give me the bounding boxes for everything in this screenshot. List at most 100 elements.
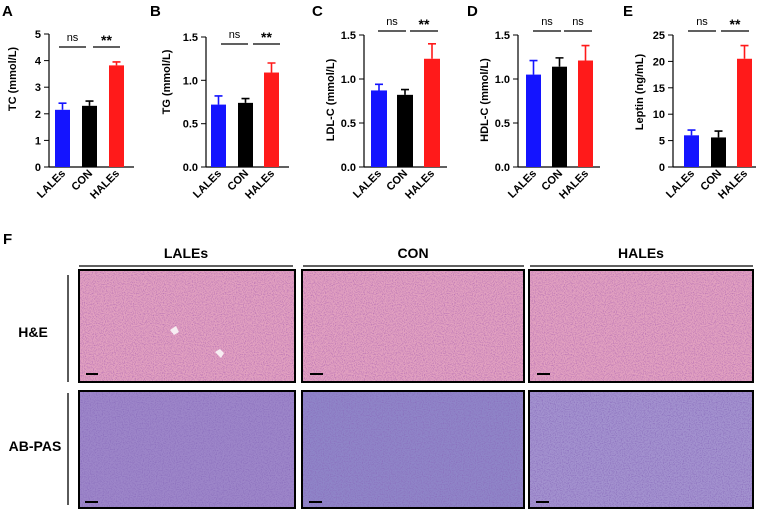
bar-b-hales	[264, 72, 279, 167]
bar-a-con	[82, 105, 97, 167]
y-tick-label-a-3: 3	[35, 82, 41, 94]
micrograph-border	[78, 390, 296, 509]
x-label-b-hales: HALEs	[243, 168, 277, 202]
row-header-abpas: AB-PAS	[9, 438, 62, 454]
errorbar-a-con	[85, 100, 94, 106]
y-tick-label-a-1: 1	[35, 135, 41, 147]
sig-label-a-1: ns	[67, 32, 79, 44]
panel-e: E Leptin (ng/mL) 0 5 10 15 20 25 ns ** L…	[623, 3, 756, 202]
y-tick-label-c-0: 0.0	[341, 162, 356, 174]
bar-d-lales	[526, 74, 541, 167]
y-tick-label-c-2: 1.0	[341, 74, 356, 86]
errorbar-d-hales	[581, 44, 590, 61]
tissue-texture	[529, 270, 753, 382]
row-header-he: H&E	[18, 324, 48, 340]
errorbar-d-lales	[529, 59, 538, 75]
x-label-e-hales: HALEs	[716, 168, 750, 202]
y-tick-label-a-0: 0	[35, 162, 41, 174]
sig-label-c-1: ns	[386, 16, 398, 28]
bar-a-lales	[55, 109, 70, 167]
panel-letter-f: F	[3, 231, 12, 248]
y-tick-label-a-5: 5	[35, 29, 41, 41]
y-tick-label-c-3: 1.5	[341, 30, 356, 42]
y-axis-label-e: Leptin (ng/mL)	[634, 53, 646, 130]
tissue-texture	[79, 270, 295, 382]
bar-b-lales	[211, 104, 226, 167]
errorbar-c-lales	[375, 83, 383, 91]
micrograph-he-hales	[528, 269, 754, 383]
sig-label-e-2: **	[730, 16, 741, 32]
sig-label-c-2: **	[419, 16, 430, 32]
panel-c: C LDL-C (mmol/L) 0.0 0.5 1.0 1.5 ns ** L…	[312, 3, 447, 202]
y-tick-label-e-0: 0	[659, 162, 665, 174]
bar-c-lales	[371, 90, 387, 167]
bar-b-con	[238, 102, 253, 167]
y-tick-label-e-2: 10	[653, 109, 665, 121]
errorbar-a-hales	[112, 61, 121, 66]
micrograph-he-lales	[78, 269, 296, 383]
errorbar-e-hales	[740, 44, 749, 59]
y-tick-label-e-1: 5	[659, 136, 665, 148]
micrograph-border	[528, 269, 754, 383]
y-tick-label-e-5: 25	[653, 30, 665, 42]
micrograph-border	[301, 390, 525, 509]
y-tick-label-b-2: 1.0	[183, 75, 198, 87]
panel-f: F LALEs CON HALEs H&E AB-PAS	[3, 231, 754, 509]
y-tick-label-e-4: 20	[653, 56, 665, 68]
y-ticks-a: 0 1 2 3 4 5	[35, 29, 49, 174]
x-label-c-hales: HALEs	[403, 168, 437, 202]
y-tick-label-b-1: 0.5	[183, 119, 198, 131]
bar-e-lales	[684, 135, 699, 167]
y-tick-label-d-1: 0.5	[495, 118, 510, 130]
y-tick-label-a-2: 2	[35, 109, 41, 121]
micrograph-border	[301, 269, 525, 383]
micrograph-he-con	[301, 269, 525, 383]
panel-b: B TG (mmol/L) 0.0 0.5 1.0 1.5 ns ** LALE…	[150, 3, 289, 202]
x-label-e-lales: LALEs	[664, 168, 697, 201]
micrograph-border	[528, 390, 754, 509]
y-tick-label-d-2: 1.0	[495, 74, 510, 86]
bar-d-hales	[578, 60, 593, 167]
panel-letter-c: C	[312, 3, 323, 20]
sig-label-e-1: ns	[696, 16, 708, 28]
panel-letter-d: D	[467, 3, 478, 20]
vessel-lumen	[170, 326, 224, 358]
sig-label-b-2: **	[261, 29, 272, 45]
micrograph-abpas-hales	[528, 390, 754, 509]
y-axis-label-b: TG (mmol/L)	[161, 49, 173, 114]
micrograph-border	[78, 269, 296, 383]
sig-label-b-1: ns	[229, 29, 241, 41]
errorbar-e-con	[714, 130, 723, 138]
y-ticks-e: 0 5 10 15 20 25	[653, 30, 673, 174]
errorbar-c-hales	[428, 43, 436, 59]
y-tick-label-c-1: 0.5	[341, 118, 356, 130]
y-axis-label-a: TC (mmol/L)	[7, 47, 19, 111]
micrograph-abpas-lales	[78, 390, 296, 509]
y-tick-label-b-3: 1.5	[183, 32, 198, 44]
panel-a: A TC (mmol/L) 0 1 2 3 4 5 ns ** LALEs CO…	[2, 3, 134, 202]
column-header-hales: HALEs	[618, 245, 664, 261]
y-axis-label-c: LDL-C (mmol/L)	[325, 58, 337, 141]
y-tick-label-d-3: 1.5	[495, 30, 510, 42]
tissue-texture	[302, 270, 524, 382]
errorbar-d-con	[555, 57, 564, 67]
y-ticks-c: 0.0 0.5 1.0 1.5	[341, 30, 364, 174]
y-tick-label-b-0: 0.0	[183, 162, 198, 174]
panel-d: D HDL-C (mmol/L) 0.0 0.5 1.0 1.5 ns ns L…	[467, 3, 600, 202]
sig-label-d-1: ns	[541, 16, 553, 28]
sig-label-d-2: ns	[572, 16, 584, 28]
bar-e-hales	[737, 58, 752, 168]
y-axis-label-d: HDL-C (mmol/L)	[479, 58, 491, 142]
column-header-lales: LALEs	[164, 245, 209, 261]
panel-letter-e: E	[623, 3, 633, 20]
errorbar-e-lales	[687, 129, 696, 136]
bar-a-hales	[109, 65, 124, 167]
panel-letter-a: A	[2, 3, 13, 20]
y-tick-label-e-3: 15	[653, 83, 665, 95]
bar-c-hales	[424, 58, 440, 168]
x-label-d-lales: LALEs	[506, 168, 539, 201]
errorbar-b-lales	[214, 95, 223, 105]
sig-label-a-2: **	[101, 32, 112, 48]
x-label-a-hales: HALEs	[88, 168, 122, 202]
